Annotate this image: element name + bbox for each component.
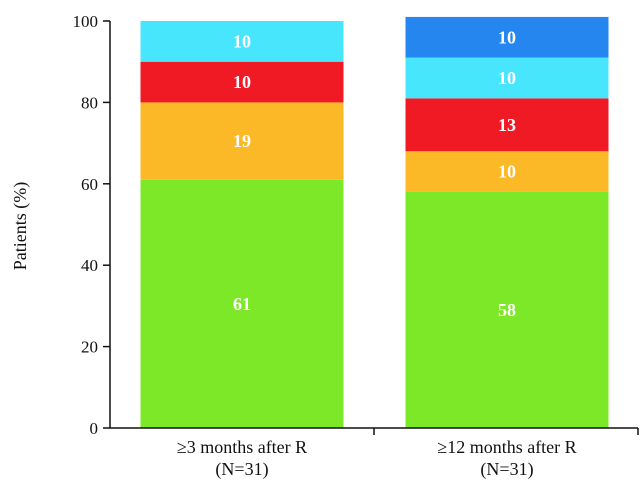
y-tick-label: 60	[81, 175, 98, 194]
bar-segment	[405, 98, 609, 152]
bar-segment	[140, 61, 344, 103]
y-tick-label: 0	[90, 419, 99, 438]
y-ticks: 0 20 40 60 80 100	[73, 12, 110, 438]
plot-area: 61 19 10 10 58 10 13 10 10	[140, 16, 609, 428]
bar-value-label: 10	[233, 31, 251, 51]
x-category-label: ≥3 months after R	[177, 437, 307, 457]
bar-value-label: 61	[233, 294, 251, 314]
x-category-label: (N=31)	[480, 459, 533, 480]
y-tick-label: 20	[81, 338, 98, 357]
bar-segment	[405, 151, 609, 192]
y-axis-title: Patients (%)	[10, 182, 31, 270]
bar-value-label: 58	[498, 300, 516, 320]
x-category-label: ≥12 months after R	[437, 437, 576, 457]
y-tick-label: 100	[73, 12, 99, 31]
y-tick-label: 80	[81, 93, 98, 112]
bar-value-label: 10	[233, 72, 251, 92]
bar-value-label: 10	[498, 162, 516, 182]
bar-segment	[405, 191, 609, 428]
bar-value-label: 19	[233, 131, 251, 151]
bar-segment	[405, 16, 609, 58]
bar-value-label: 10	[498, 27, 516, 47]
bar-segment	[140, 102, 344, 180]
bar-value-label: 10	[498, 68, 516, 88]
x-categories: ≥3 months after R(N=31)≥12 months after …	[177, 428, 639, 480]
bar-segment	[140, 21, 344, 62]
bar-segment	[140, 179, 344, 428]
bar-segment	[405, 57, 609, 99]
x-category-label: (N=31)	[215, 459, 268, 480]
bar-value-label: 13	[498, 115, 516, 135]
y-tick-label: 40	[81, 256, 98, 275]
